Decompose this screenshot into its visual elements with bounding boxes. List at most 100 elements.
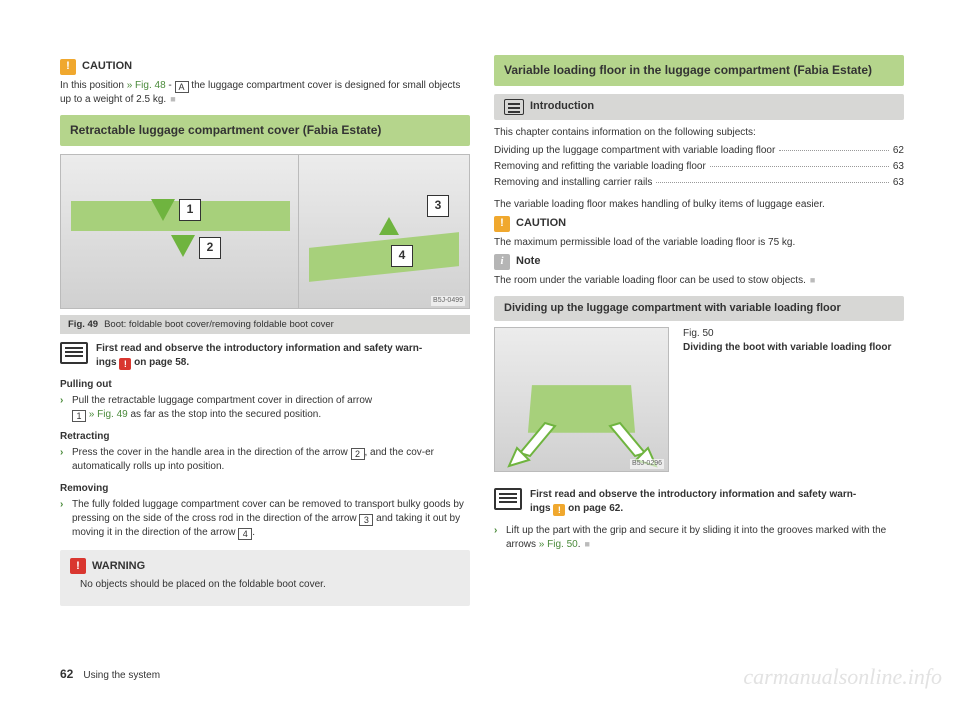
marker-1: 1: [72, 410, 86, 422]
retracting-bullet: › Press the cover in the handle area in …: [60, 446, 470, 474]
retracting-a: Press the cover in the handle area in th…: [72, 447, 351, 458]
end-marker: ■: [170, 94, 175, 104]
pulling-out-text: Pull the retractable luggage compartment…: [72, 394, 372, 422]
toc-leader: [779, 150, 889, 151]
read-first-right: First read and observe the introductory …: [494, 488, 904, 516]
step-bullet: › Lift up the part with the grip and sec…: [494, 524, 904, 552]
book-icon: [494, 488, 522, 510]
manual-page: ! CAUTION In this position » Fig. 48 - A…: [0, 0, 960, 626]
fig49-marker-3: 3: [427, 195, 449, 217]
toc-row-3: Removing and installing carrier rails 63: [494, 176, 904, 190]
bullet-marker: ›: [494, 524, 502, 552]
fig50-caption-label: Fig. 50: [683, 327, 891, 341]
retracting-title: Retracting: [60, 430, 470, 444]
toc-page: 63: [893, 160, 904, 174]
figure-49: 1 2 3 4 B5J-0499: [60, 154, 470, 309]
fig50-caption: Fig. 50 Dividing the boot with variable …: [683, 327, 891, 355]
toc-leader: [710, 166, 889, 167]
fig49-cover-strip-r: [309, 232, 459, 282]
pulling-out-bullet: › Pull the retractable luggage compartme…: [60, 394, 470, 422]
caution-icon: !: [60, 59, 76, 75]
section-header-variable: Variable loading floor in the luggage co…: [494, 55, 904, 86]
caution-mini-icon: !: [553, 504, 565, 516]
fig49-code: B5J-0499: [431, 296, 465, 306]
footer-section: Using the system: [83, 669, 160, 683]
read-first-ra: First read and observe the introductory …: [530, 489, 856, 500]
figure-divider: [298, 155, 299, 308]
marker-2: 2: [351, 448, 365, 460]
fig49-marker-1: 1: [179, 199, 201, 221]
step-text: Lift up the part with the grip and secur…: [506, 524, 904, 552]
removing-title: Removing: [60, 482, 470, 496]
fig49-caption-label: Fig. 49: [68, 319, 98, 330]
toc-row-1: Dividing up the luggage compartment with…: [494, 144, 904, 158]
caution-icon: !: [494, 216, 510, 232]
read-first-left: First read and observe the introductory …: [60, 342, 470, 370]
caution-text-a: In this position: [60, 80, 127, 91]
warning-block: ! WARNING No objects should be placed on…: [60, 550, 470, 606]
fig49-marker-4: 4: [391, 245, 413, 267]
caution-block: ! CAUTION: [60, 59, 470, 75]
caution-block-right: ! CAUTION: [494, 216, 904, 232]
page-footer: 62 Using the system: [60, 666, 160, 683]
right-column: Variable loading floor in the luggage co…: [494, 55, 904, 606]
fig50-caption-text: Dividing the boot with variable loading …: [683, 342, 891, 353]
after-toc-text: The variable loading floor makes handlin…: [494, 198, 904, 212]
book-icon: [60, 342, 88, 364]
intro-sub-header: Introduction: [494, 94, 904, 120]
toc-label: Removing and refitting the variable load…: [494, 160, 706, 174]
fig50-arrows-svg: [495, 328, 669, 472]
toc-label: Dividing up the luggage compartment with…: [494, 144, 775, 158]
step-link: » Fig. 50: [539, 539, 578, 550]
read-first-rb: ings: [530, 503, 553, 514]
bullet-marker: ›: [60, 498, 68, 540]
note-text-content: The room under the variable loading floo…: [494, 275, 806, 286]
fig50-wrap: B5J-0296 Fig. 50 Dividing the boot with …: [494, 327, 904, 478]
step-b: .: [578, 539, 581, 550]
read-first-a: First read and observe the introductory …: [96, 343, 422, 354]
warning-label: WARNING: [92, 559, 145, 574]
read-first-text-right: First read and observe the introductory …: [530, 488, 856, 516]
warning-icon: !: [70, 558, 86, 574]
dividing-sub-header: Dividing up the luggage compartment with…: [494, 296, 904, 321]
intro-text: This chapter contains information on the…: [494, 126, 904, 140]
note-label: Note: [516, 254, 540, 269]
read-first-b: ings: [96, 357, 119, 368]
marker-4: 4: [238, 528, 252, 540]
page-number: 62: [60, 666, 73, 683]
end-marker: ■: [585, 539, 590, 549]
book-icon: [504, 99, 524, 115]
bullet-marker: ›: [60, 446, 68, 474]
retracting-text: Press the cover in the handle area in th…: [72, 446, 470, 474]
bullet-marker: ›: [60, 394, 68, 422]
removing-bullet: › The fully folded luggage compartment c…: [60, 498, 470, 540]
marker-3: 3: [359, 514, 373, 526]
watermark: carmanualsonline.info: [743, 662, 942, 693]
toc-label: Removing and installing carrier rails: [494, 176, 652, 190]
fig49-caption-text: Boot: foldable boot cover/removing folda…: [104, 319, 334, 330]
toc-leader: [656, 182, 888, 183]
pulling-out-title: Pulling out: [60, 378, 470, 392]
read-first-rc: on page 62.: [565, 503, 623, 514]
warning-text: No objects should be placed on the folda…: [80, 578, 460, 592]
pulling-link: » Fig. 49: [89, 409, 128, 420]
warning-mini-icon: !: [119, 358, 131, 370]
caution-fig-link: » Fig. 48: [127, 80, 166, 91]
caution-text-right: The maximum permissible load of the vari…: [494, 236, 904, 250]
caution-text: In this position » Fig. 48 - A the lugga…: [60, 79, 470, 107]
fig49-caption: Fig. 49 Boot: foldable boot cover/removin…: [60, 315, 470, 334]
fig50-code: B5J-0296: [630, 459, 664, 469]
fig49-arrow-3: [379, 217, 399, 235]
intro-label: Introduction: [530, 99, 594, 114]
toc-page: 63: [893, 176, 904, 190]
caution-text-b: -: [166, 80, 175, 91]
fig49-marker-2: 2: [199, 237, 221, 259]
position-marker-a: A: [175, 81, 189, 93]
caution-label-right: CAUTION: [516, 216, 566, 231]
left-column: ! CAUTION In this position » Fig. 48 - A…: [60, 55, 470, 606]
note-block: i Note: [494, 254, 904, 270]
removing-text: The fully folded luggage compartment cov…: [72, 498, 470, 540]
removing-c: .: [252, 527, 255, 538]
toc-page: 62: [893, 144, 904, 158]
read-first-c: on page 58.: [131, 357, 189, 368]
